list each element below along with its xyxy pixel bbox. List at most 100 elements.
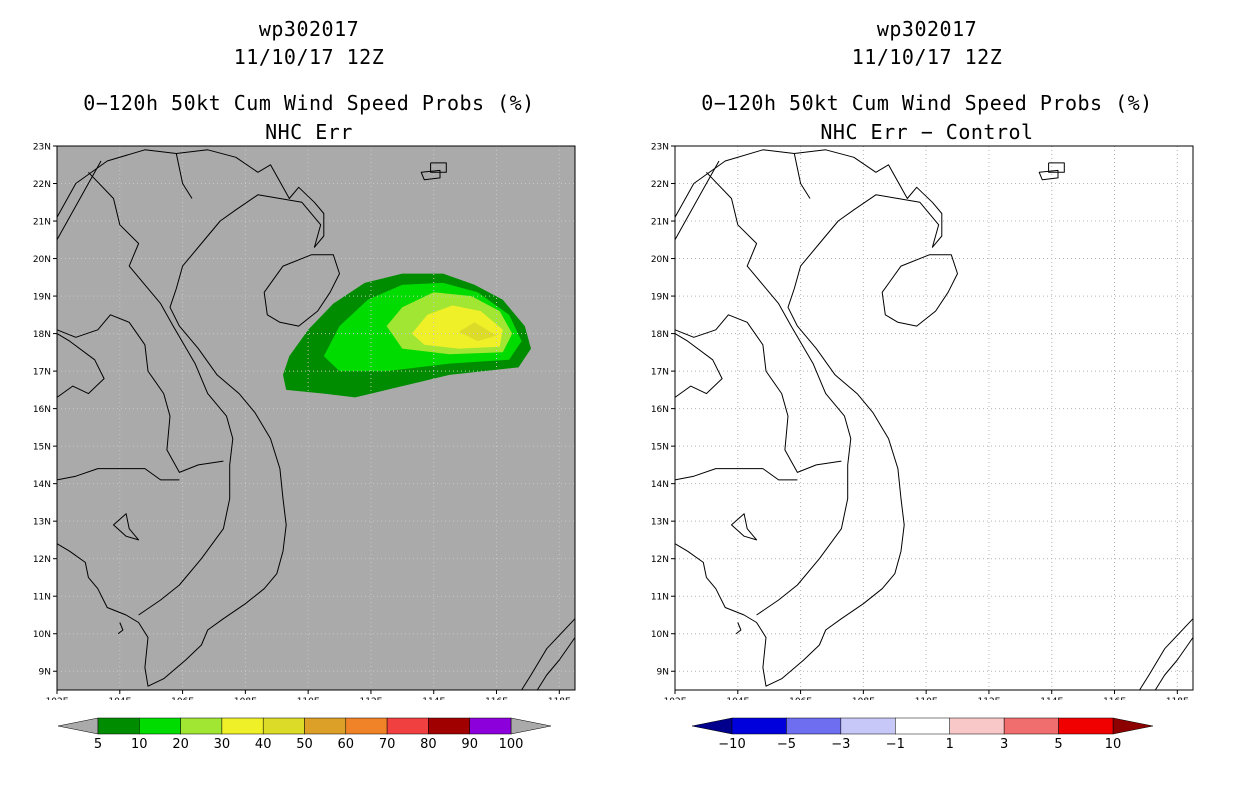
colorbar-swatch [386,717,429,735]
colorbar-swatch [949,717,1005,735]
colorbar-swatch [180,717,223,735]
lon-label: 104E [108,697,131,700]
map-layers: 23N 22N 21N 20N 19N 18N 17N 16N 15N 14N 13N 12N 11N 1… [651,143,1194,700]
colorbar-swatch [840,717,896,735]
lat-label: 20N [33,255,51,265]
lon-label: 104E [726,697,749,700]
lat-label: 10N [651,630,669,640]
map-background [675,146,1193,690]
colorbar-label: 50 [296,737,313,752]
colorbar-label: 100 [499,737,524,752]
lat-label: 11N [651,593,669,603]
right-panel: wp302017 11/10/17 12Z 0−120h 50kt Cum Wi… [618,0,1236,800]
colorbar-swatch [469,717,512,735]
lat-label: 14N [651,480,669,490]
lat-label: 23N [651,143,669,153]
colorbar-swatch [428,717,470,735]
colorbar-label: 10 [131,737,148,752]
map-frame [56,145,576,691]
lon-label: 106E [789,697,812,700]
colorbar-label: 1 [946,737,954,752]
colorbar-swatch [345,717,388,735]
left-panel: wp302017 11/10/17 12Z 0−120h 50kt Cum Wi… [33,17,576,752]
lat-label: 9N [657,668,669,678]
colorbar-swatch [786,717,842,735]
storm-id-title: wp302017 [876,17,978,41]
date-title: 11/10/17 12Z [233,45,385,69]
lat-label: 17N [651,368,669,378]
colorbar-label: −10 [718,737,745,752]
colorbar-label: 5 [94,737,102,752]
colorbar-label: 60 [338,737,355,752]
colorbar-swatch [1003,717,1059,735]
product-title: 0−120h 50kt Cum Wind Speed Probs (%) [701,91,1153,115]
colorbar-label: 20 [172,737,189,752]
colorbar: −10 −5 −3 −1 1 3 5 10 [691,717,1154,752]
colorbar-swatch [731,717,787,735]
lon-label: 116E [485,697,508,700]
colorbar-swatch [221,717,264,735]
colorbar-label: 70 [379,737,396,752]
colorbar-swatch [139,717,181,735]
lon-label: 118E [1166,697,1189,700]
coastlines [674,149,1194,691]
probability-contour-40 [458,322,497,342]
probability-map: 23N 22N 21N 20N 19N 18N 17N 16N 15N 14N 13N 12N 11N 1… [33,143,576,700]
colorbar-right-arrow [510,717,552,735]
colorbar-swatch [304,717,347,735]
lat-label: 12N [651,555,669,565]
lat-label: 15N [33,443,51,453]
grid-lines [675,146,1193,690]
colorbar-label: −1 [886,737,905,752]
lon-label: 110E [297,697,320,700]
lat-label: 21N [651,218,669,228]
colorbar-label: 10 [1105,737,1122,752]
colorbar-label: 5 [1054,737,1062,752]
lon-label: 108E [852,697,875,700]
colorbar-swatch [895,717,950,735]
lat-label: 15N [651,443,669,453]
grid-lines [57,146,575,690]
lat-label: 22N [651,180,669,190]
colorbar-label: 40 [255,737,272,752]
lat-label: 10N [33,630,51,640]
colorbar-label: −5 [777,737,796,752]
storm-id-title: wp302017 [258,17,360,41]
lat-label: 18N [651,330,669,340]
colorbar-right-arrow [1112,717,1154,735]
lat-label: 21N [33,218,51,228]
lon-label: 116E [1103,697,1126,700]
lat-label: 9N [39,668,51,678]
lat-label: 22N [33,180,51,190]
subtitle: NHC Err [265,120,353,144]
colorbar-swatch [1058,717,1114,735]
lat-label: 13N [651,518,669,528]
lat-label: 14N [33,480,51,490]
lon-label: 106E [171,697,194,700]
colorbar-label: 90 [461,737,478,752]
colorbar-label: 3 [1000,737,1008,752]
lat-label: 12N [33,555,51,565]
lat-label: 23N [33,143,51,153]
lon-label: 110E [915,697,938,700]
map-layers: 23N 22N 21N 20N 19N 18N 17N 16N 15N 14N 13N 12N 11N 1… [33,143,576,700]
lon-label: 114E [1040,697,1063,700]
colorbar-swatch [97,717,140,735]
lat-label: 11N [33,593,51,603]
lon-label: 112E [360,697,383,700]
date-title: 11/10/17 12Z [851,45,1003,69]
colorbar-left-arrow [57,717,99,735]
colorbar-left-arrow [691,717,733,735]
lat-label: 19N [33,293,51,303]
colorbar-swatch [262,717,305,735]
lat-label: 19N [651,293,669,303]
lon-label: 108E [234,697,257,700]
subtitle: NHC Err − Control [820,120,1034,144]
lat-label: 13N [33,518,51,528]
lat-label: 20N [651,255,669,265]
map-frame [674,145,1194,691]
lon-label: 102E [46,697,69,700]
product-title: 0−120h 50kt Cum Wind Speed Probs (%) [83,91,535,115]
colorbar: 5 10 20 30 40 50 60 70 80 90 100 [57,717,552,752]
lon-label: 102E [664,697,687,700]
